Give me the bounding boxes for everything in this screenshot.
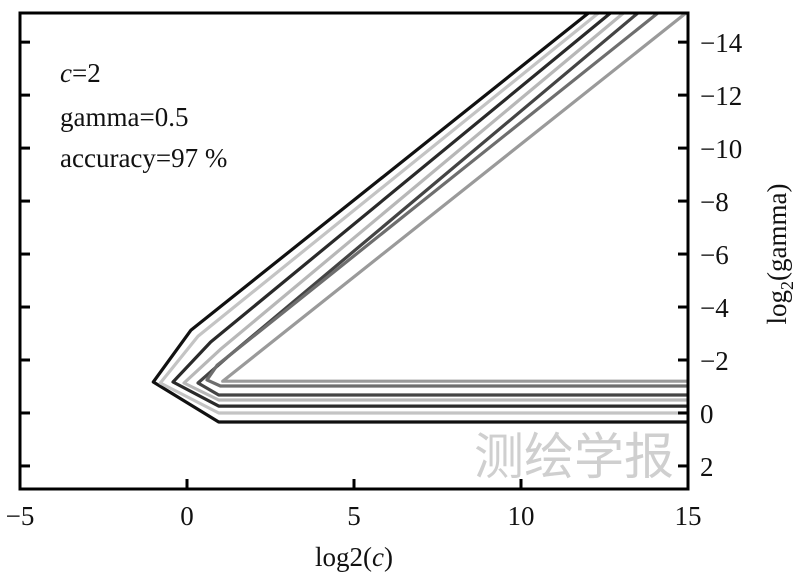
contour-lines bbox=[151, 11, 688, 424]
y-tick-label: −12 bbox=[700, 81, 742, 111]
contour-line-4 bbox=[182, 11, 688, 402]
contour-line-5 bbox=[196, 11, 688, 397]
annotation-c: c=2 bbox=[60, 58, 101, 88]
x-tick-label: 15 bbox=[675, 501, 702, 531]
y-axis-title: log2(gamma) bbox=[762, 184, 797, 325]
contour-line-1 bbox=[151, 11, 688, 424]
y-tick-label: −10 bbox=[700, 134, 742, 164]
contour-line-3 bbox=[171, 11, 688, 408]
y-tick-label: 0 bbox=[700, 399, 714, 429]
x-tick-label: 5 bbox=[347, 501, 361, 531]
contour-line-7 bbox=[221, 11, 688, 383]
y-tick-label: −6 bbox=[700, 240, 729, 270]
y-tick-label: −2 bbox=[700, 346, 729, 376]
x-axis: −5 0 5 10 15 bbox=[6, 479, 702, 531]
y-tick-label: −14 bbox=[700, 28, 743, 58]
y-axis: −14 −12 −10 −8 −6 −4 −2 0 2 bbox=[20, 28, 743, 482]
y-tick-label: −8 bbox=[700, 187, 729, 217]
x-tick-label: 10 bbox=[508, 501, 535, 531]
annotation-gamma: gamma=0.5 bbox=[60, 102, 188, 132]
annotation-accuracy: accuracy=97 % bbox=[60, 143, 227, 173]
x-tick-label: 0 bbox=[180, 501, 194, 531]
watermark: 测绘学报 bbox=[474, 428, 674, 486]
x-tick-label: −5 bbox=[6, 501, 35, 531]
x-axis-title: log2(c) bbox=[315, 542, 393, 572]
contour-line-6 bbox=[205, 11, 688, 388]
y-tick-label: 2 bbox=[700, 452, 714, 482]
contour-line-2 bbox=[158, 11, 688, 415]
y-tick-label: −4 bbox=[700, 293, 729, 323]
